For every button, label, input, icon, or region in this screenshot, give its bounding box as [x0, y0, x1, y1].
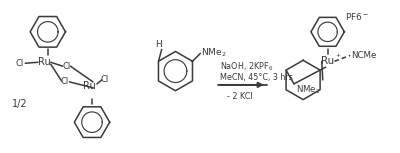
Text: Cl: Cl	[62, 62, 71, 71]
Text: $^+$: $^+$	[334, 53, 341, 62]
Text: NaOH, 2KPF$_6$: NaOH, 2KPF$_6$	[220, 61, 273, 73]
Text: Cl: Cl	[16, 59, 24, 68]
Text: Ru: Ru	[321, 56, 334, 66]
Text: Ru: Ru	[83, 81, 96, 91]
Text: MeCN, 45°C, 3 hrs: MeCN, 45°C, 3 hrs	[220, 73, 292, 82]
Text: Cl: Cl	[101, 75, 109, 84]
Text: NMe$_2$: NMe$_2$	[201, 46, 227, 59]
Text: 1/2: 1/2	[12, 99, 27, 110]
Text: PF6$^-$: PF6$^-$	[345, 11, 370, 22]
Text: NMe$_2$: NMe$_2$	[296, 84, 320, 96]
Text: H: H	[155, 39, 162, 49]
Text: - 2 KCl: - 2 KCl	[228, 92, 253, 101]
Text: NCMe: NCMe	[351, 51, 376, 60]
Text: Cl: Cl	[60, 77, 69, 86]
Text: Ru: Ru	[38, 57, 51, 67]
